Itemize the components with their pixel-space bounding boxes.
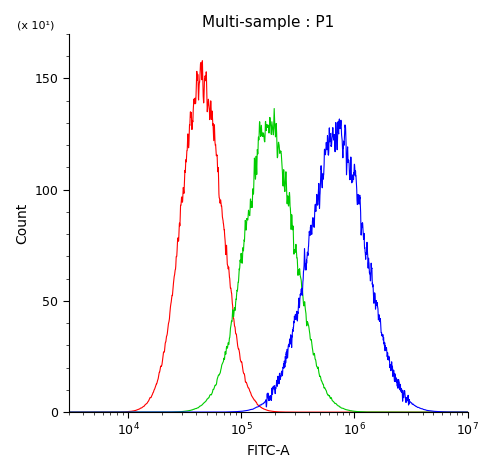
Y-axis label: Count: Count	[15, 202, 29, 244]
Title: Multi-sample : P1: Multi-sample : P1	[202, 15, 334, 30]
Text: (x 10¹): (x 10¹)	[17, 20, 54, 30]
X-axis label: FITC-A: FITC-A	[247, 444, 290, 458]
